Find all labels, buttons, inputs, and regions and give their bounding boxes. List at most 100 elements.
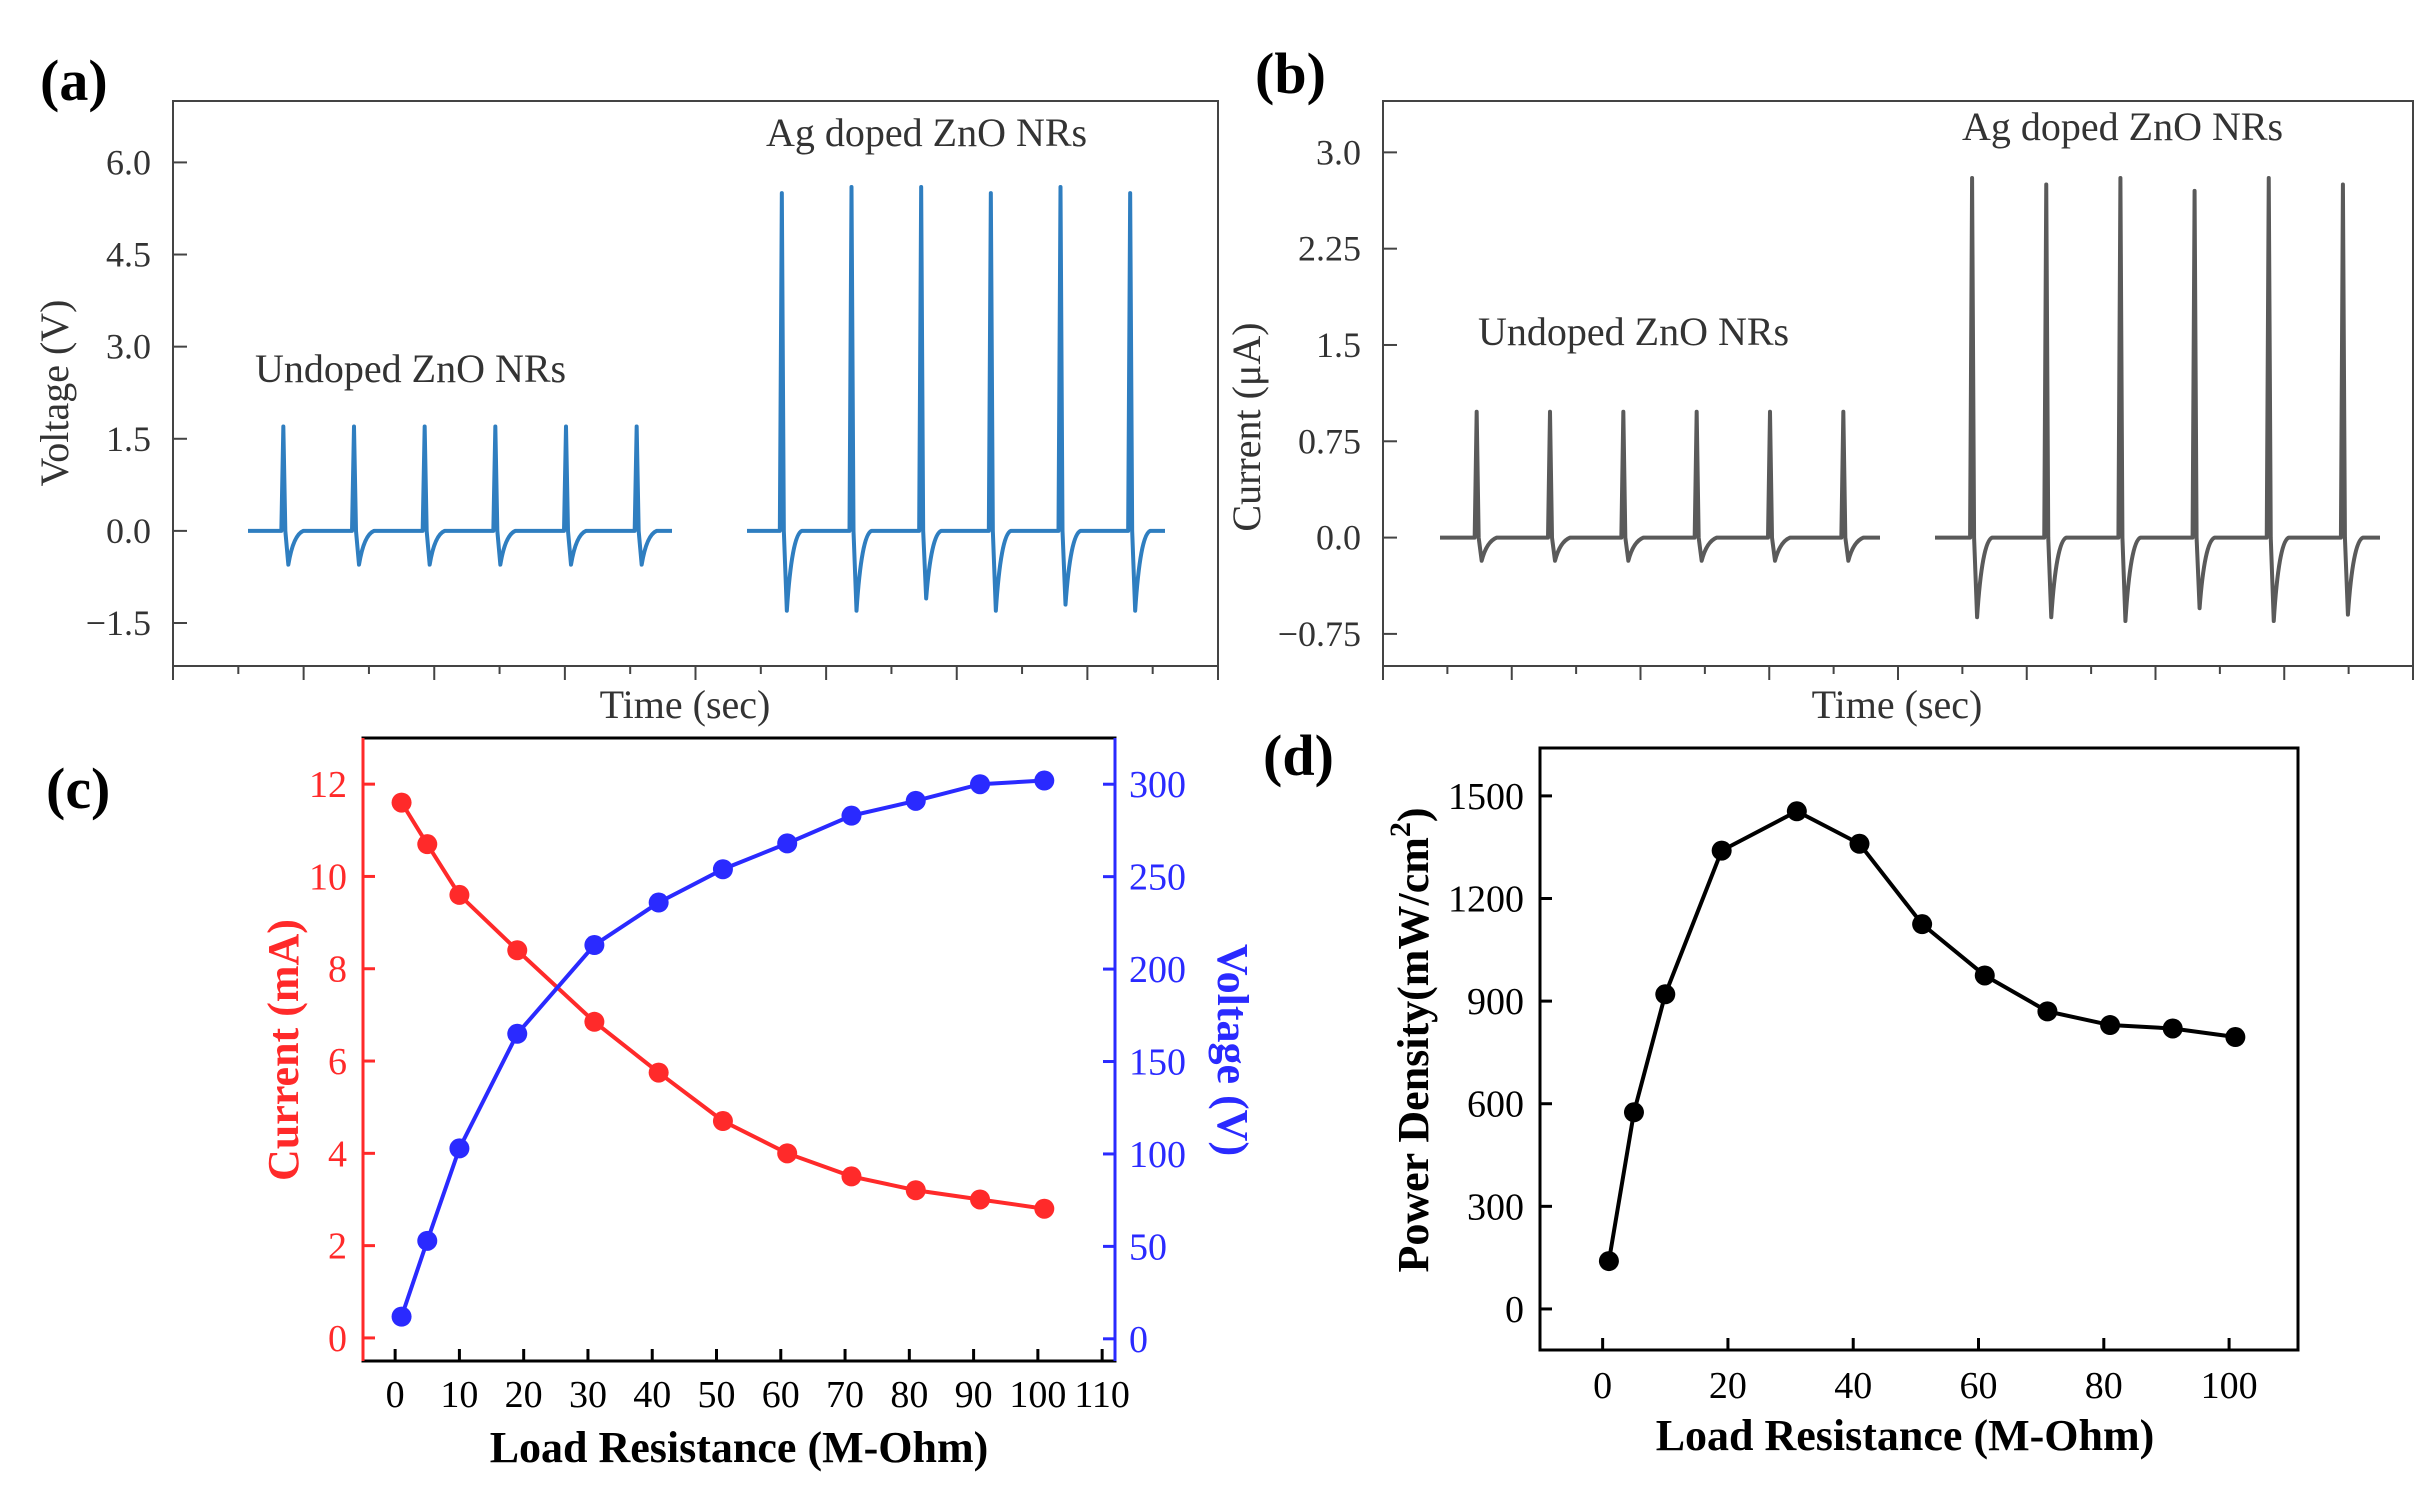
panel-a-y-tick-label: −1.5	[86, 603, 151, 643]
panel-d-power-point	[2037, 1001, 2058, 1022]
panel-c-x-tick-label: 70	[826, 1374, 864, 1416]
panel-c-current-point	[712, 1111, 733, 1132]
panel-c-voltage-point	[507, 1023, 528, 1044]
panel-d-y-axis-title-sup: 2	[1384, 822, 1417, 837]
panel-c-axes: 0 10 20 30 40 50 60 70 80 90 100 110024681012050100…	[309, 764, 1186, 1416]
panel-a-y-tick-label: 4.5	[106, 235, 151, 275]
panel-a-annotation-ag-doped: Ag doped ZnO NRs	[766, 110, 1087, 155]
panel-b-x-axis-ticks	[1382, 666, 2414, 680]
panel-d-x-axis-title: Load Resistance (M-Ohm)	[1656, 1411, 2155, 1460]
panel-d-y-tick-label: 1500	[1448, 776, 1524, 818]
panel-c-letter: (c)	[46, 756, 110, 821]
panel-c-voltage-point	[584, 935, 605, 956]
panel-c-current-point	[417, 834, 438, 855]
panel-c-x-tick-label: 110	[1074, 1374, 1130, 1416]
panel-c-left-tick-label: 12	[309, 764, 347, 806]
panel-d-power-point	[1711, 840, 1732, 861]
panel-c-voltage-point	[970, 774, 991, 795]
panel-d-series	[1598, 801, 2246, 1272]
panel-b-y-axis-title: Current (μA)	[1224, 322, 1269, 531]
panel-d-y-tick-label: 900	[1467, 981, 1524, 1023]
panel-c-left-axis-title: Current (mA)	[259, 919, 308, 1181]
panel-c-current-point	[391, 792, 412, 813]
panel-c-current-point	[777, 1143, 798, 1164]
panel-a-letter: (a)	[40, 48, 108, 113]
panel-c-right-axis-title: Voltage (V)	[1208, 944, 1257, 1156]
panel-b-current-trace	[1440, 176, 2380, 624]
panel-c-voltage-point	[777, 833, 798, 854]
panel-b: (b) 3.0 2.25 1.5 0.75 0.0 −0.75 Undoped ZnO N…	[1224, 41, 2414, 727]
panel-c-left-tick-label: 0	[328, 1318, 347, 1360]
panel-c-current-point	[507, 940, 528, 961]
panel-d-x-tick-label: 80	[2085, 1365, 2123, 1407]
panel-d-x-tick-label: 100	[2201, 1365, 2258, 1407]
panel-c-x-tick-label: 100	[1009, 1374, 1066, 1416]
panel-c-left-tick-label: 2	[328, 1226, 347, 1268]
panel-c-current-point	[841, 1166, 862, 1187]
panel-a-y-tick-label: 1.5	[106, 419, 151, 459]
panel-a-annotation-undoped: Undoped ZnO NRs	[255, 346, 566, 391]
panel-c-x-tick-label: 80	[890, 1374, 928, 1416]
panel-c-left-tick-label: 4	[328, 1133, 347, 1175]
panel-c-plot-frame	[361, 736, 1117, 1363]
panel-d-power-point	[1974, 965, 1995, 986]
panel-b-y-tick-label: 2.25	[1298, 229, 1361, 269]
panel-c-x-tick-label: 40	[633, 1374, 671, 1416]
panel-a-y-tick-label: 6.0	[106, 142, 151, 182]
panel-b-y-tick-label: −0.75	[1278, 614, 1361, 654]
panel-c-left-tick-label: 8	[328, 949, 347, 991]
panel-c-voltage-point	[841, 805, 862, 826]
panel-c-voltage-point	[712, 859, 733, 880]
panel-c-current-point	[970, 1189, 991, 1210]
panel-a: (a) 6.04.53.01.50.0−1.5 Undoped ZnO NRs …	[32, 48, 1219, 727]
panel-d-power-point	[1623, 1102, 1644, 1123]
panel-b-y-axis: 3.0 2.25 1.5 0.75 0.0 −0.75	[1278, 132, 1397, 654]
panel-d-x-tick-label: 0	[1593, 1365, 1612, 1407]
panel-c-current-point	[905, 1180, 926, 1201]
panel-c-left-tick-label: 10	[309, 856, 347, 898]
panel-d-x-tick-label: 60	[1960, 1365, 1998, 1407]
panel-c-right-tick-label: 100	[1129, 1134, 1186, 1176]
panel-c-voltage-line	[399, 778, 1045, 1318]
panel-c-current-line	[399, 801, 1045, 1211]
panel-b-y-tick-label: 1.5	[1316, 325, 1361, 365]
panel-d: (d) 0 20 40 60 80 100 0 300 600 900 1200 1500 Load …	[1263, 723, 2300, 1460]
panel-c-series	[391, 770, 1055, 1327]
panel-c-x-tick-label: 30	[569, 1374, 607, 1416]
panel-d-plot-frame	[1538, 746, 2300, 1352]
panel-a-voltage-trace	[248, 184, 1165, 613]
panel-c-right-tick-label: 200	[1129, 949, 1186, 991]
panel-c-left-tick-label: 6	[328, 1041, 347, 1083]
panel-d-power-line	[1606, 809, 2236, 1262]
panel-a-y-axis: 6.0 4.5 3.0 1.5 0.0 −1.5	[86, 142, 187, 643]
panel-c-current-point	[648, 1062, 669, 1083]
panel-d-y-tick-label: 0	[1505, 1289, 1524, 1331]
panel-a-trace-group-2	[747, 184, 1165, 613]
panel-c-voltage-point	[417, 1230, 438, 1251]
panel-d-x-tick-label: 20	[1709, 1365, 1747, 1407]
panel-c-current-point	[1034, 1198, 1055, 1219]
panel-d-y-axis-title: Power Density(mW/cm2)	[1384, 807, 1438, 1272]
panel-d-y-axis-title-main: Power Density(mW/cm	[1389, 837, 1438, 1272]
panel-c-x-tick-label: 10	[440, 1374, 478, 1416]
panel-d-y-tick-label: 1200	[1448, 879, 1524, 921]
panel-d-power-point	[2100, 1015, 2121, 1036]
panel-b-annotation-ag-doped: Ag doped ZnO NRs	[1962, 104, 2283, 149]
panel-c-right-tick-label: 0	[1129, 1319, 1148, 1361]
panel-d-y-tick-label: 600	[1467, 1084, 1524, 1126]
panel-a-y-tick-label: 3.0	[106, 327, 151, 367]
panel-c-voltage-point	[391, 1306, 412, 1327]
panel-c-x-tick-label: 90	[955, 1374, 993, 1416]
panel-d-power-point	[1786, 801, 1807, 822]
panel-a-x-axis-ticks	[172, 666, 1219, 680]
panel-a-y-axis-title: Voltage (V)	[32, 300, 77, 487]
panel-c-voltage-point	[1034, 770, 1055, 791]
panel-b-y-tick-label: 0.75	[1298, 421, 1361, 461]
panel-c-right-tick-label: 150	[1129, 1042, 1186, 1084]
panel-d-x-tick-label: 40	[1834, 1365, 1872, 1407]
panel-b-y-tick-label: 3.0	[1316, 132, 1361, 172]
panel-c-voltage-point	[648, 892, 669, 913]
panel-d-power-point	[1655, 984, 1676, 1005]
panel-b-trace-group-2	[1935, 176, 2380, 624]
panel-c-right-tick-label: 250	[1129, 857, 1186, 899]
